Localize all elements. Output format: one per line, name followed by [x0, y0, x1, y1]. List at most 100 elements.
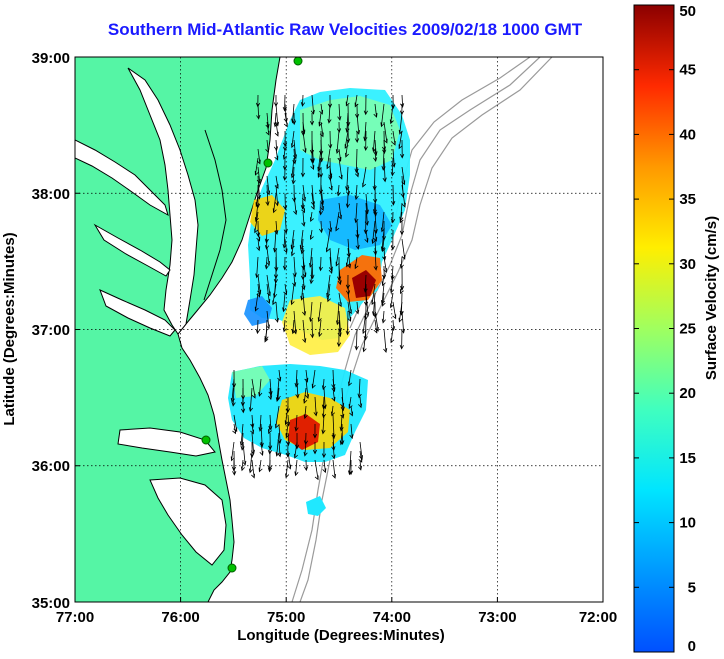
radar-site-marker [227, 563, 237, 573]
x-tick-labels: 77:00 76:00 75:00 74:00 73:00 72:00 [56, 609, 617, 626]
velocity-arrow [332, 459, 336, 479]
velocity-arrow [326, 283, 331, 303]
velocity-arrow [293, 193, 298, 216]
velocity-arrow [282, 256, 288, 271]
velocity-arrow [291, 166, 296, 185]
velocity-arrow [303, 387, 308, 404]
velocity-arrow [390, 157, 395, 177]
velocity-arrow [292, 274, 297, 287]
velocity-arrow [321, 378, 327, 391]
velocity-arrow [331, 387, 336, 402]
colorbar-tick-label: 10 [679, 515, 696, 532]
velocity-patch-south-red [288, 414, 320, 450]
velocity-arrow [381, 274, 386, 287]
velocity-arrow [282, 94, 287, 112]
velocity-arrow [326, 229, 331, 253]
velocity-arrow [274, 148, 279, 161]
velocity-arrow [291, 130, 296, 149]
velocity-arrow [354, 130, 360, 143]
velocity-arrow [322, 459, 327, 474]
velocity-arrow [251, 378, 256, 399]
velocity-arrow [310, 229, 314, 240]
velocity-arrow [311, 369, 316, 389]
velocity-arrow [390, 265, 395, 281]
velocity-arrow [264, 328, 269, 343]
velocity-arrow [302, 256, 307, 278]
velocity-arrow [301, 121, 306, 135]
velocity-arrow [358, 396, 363, 409]
velocity-arrow [372, 301, 378, 319]
radar-site-marker [263, 158, 273, 168]
velocity-arrow [319, 103, 324, 115]
velocity-arrow [283, 283, 288, 296]
velocity-arrow [291, 319, 296, 335]
velocity-arrow [318, 319, 323, 338]
velocity-arrow [381, 139, 387, 152]
velocity-arrow [310, 319, 315, 339]
velocity-arrow [285, 441, 290, 458]
velocity-arrow [300, 94, 306, 107]
velocity-arrow [309, 112, 315, 126]
velocity-arrow [250, 423, 255, 435]
velocity-arrow [340, 396, 345, 408]
velocity-arrow [301, 211, 306, 227]
velocity-arrow [338, 157, 343, 180]
velocity-arrow [399, 328, 404, 350]
velocity-arrow [282, 148, 287, 160]
velocity-arrow [331, 378, 336, 393]
velocity-arrow [250, 414, 255, 429]
velocity-arrow [372, 166, 377, 191]
velocity-arrow [232, 423, 236, 435]
velocity-arrow [231, 459, 237, 472]
velocity-arrows [230, 94, 406, 481]
velocity-arrow [345, 184, 351, 196]
x-tick-label: 76:00 [161, 609, 199, 626]
velocity-arrow [310, 157, 315, 171]
velocity-arrow [400, 283, 404, 295]
velocity-arrow [314, 459, 319, 481]
velocity-arrow [390, 274, 395, 294]
velocity-arrow [363, 94, 368, 116]
velocity-arrow [300, 157, 306, 178]
colorbar-tick-label: 20 [679, 385, 696, 402]
velocity-arrow [398, 301, 403, 323]
velocity-arrow [382, 157, 387, 183]
velocity-arrow [364, 229, 369, 243]
velocity-arrow [319, 139, 324, 163]
river-potomac [75, 139, 169, 217]
colorbar-tick-label: 40 [679, 126, 696, 143]
velocity-arrow [365, 292, 370, 317]
velocity-arrow [401, 184, 406, 208]
velocity-arrow [355, 301, 360, 315]
velocity-arrow [321, 441, 327, 459]
velocity-arrow [292, 139, 297, 160]
velocity-arrow [272, 283, 277, 306]
velocity-arrow [231, 387, 236, 407]
velocity-arrow [390, 328, 395, 344]
velocity-arrow [230, 441, 235, 462]
velocity-arrow [290, 229, 295, 250]
velocity-arrow [321, 405, 326, 419]
velocity-arrow [290, 283, 295, 306]
velocity-arrow [255, 193, 260, 208]
velocity-arrow [274, 301, 279, 323]
velocity-arrow [348, 459, 354, 476]
velocity-arrow [309, 265, 314, 285]
velocity-arrow [335, 247, 340, 267]
velocity-arrow [273, 139, 279, 152]
velocity-arrow [274, 121, 279, 137]
velocity-arrow [345, 193, 350, 209]
velocity-arrow [354, 202, 359, 224]
velocity-arrow [304, 369, 309, 383]
velocity-arrow [327, 103, 332, 124]
velocity-arrow [291, 238, 295, 257]
velocity-patch-south-green [232, 366, 270, 398]
velocity-arrow [258, 378, 263, 397]
velocity-arrow [337, 265, 342, 286]
velocity-arrow [399, 256, 404, 269]
tick-marks [75, 192, 498, 602]
velocity-arrow [383, 328, 388, 353]
velocity-arrow [390, 319, 396, 331]
velocity-arrow [372, 202, 378, 214]
